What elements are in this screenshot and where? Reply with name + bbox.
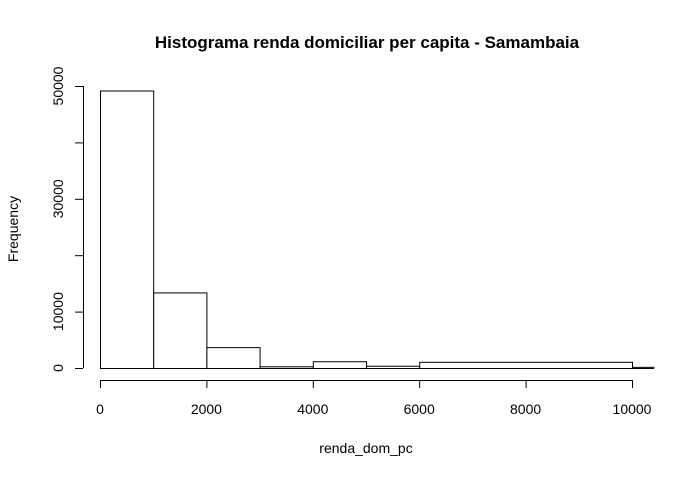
histogram-bar [259, 366, 314, 370]
x-axis: 0 2000 4000 6000 8000 10000 [96, 380, 652, 417]
y-tick-label: 10000 [50, 292, 66, 331]
histogram-bar [366, 365, 421, 369]
histogram-bar [419, 361, 634, 369]
x-tick-label: 0 [96, 401, 104, 417]
x-axis-label: renda_dom_pc [319, 440, 412, 456]
chart-title: Histograma renda domiciliar per capita -… [155, 33, 580, 52]
y-axis-label: Frequency [5, 196, 21, 262]
x-tick-label: 2000 [191, 401, 222, 417]
x-tick-label: 8000 [510, 401, 541, 417]
x-tick-label: 6000 [404, 401, 435, 417]
x-tick-label: 10000 [613, 401, 652, 417]
histogram-bars [100, 90, 655, 370]
y-tick-label: 30000 [50, 179, 66, 218]
y-tick-label: 50000 [50, 66, 66, 105]
x-tick-label: 4000 [297, 401, 328, 417]
y-axis: 0 10000 30000 50000 [50, 66, 84, 372]
histogram-bar [100, 90, 155, 370]
histogram-bar [312, 361, 367, 369]
y-tick-label: 0 [50, 364, 66, 372]
histogram-bar [153, 292, 208, 370]
histogram-bar [632, 366, 655, 370]
histogram-bar [206, 347, 261, 369]
